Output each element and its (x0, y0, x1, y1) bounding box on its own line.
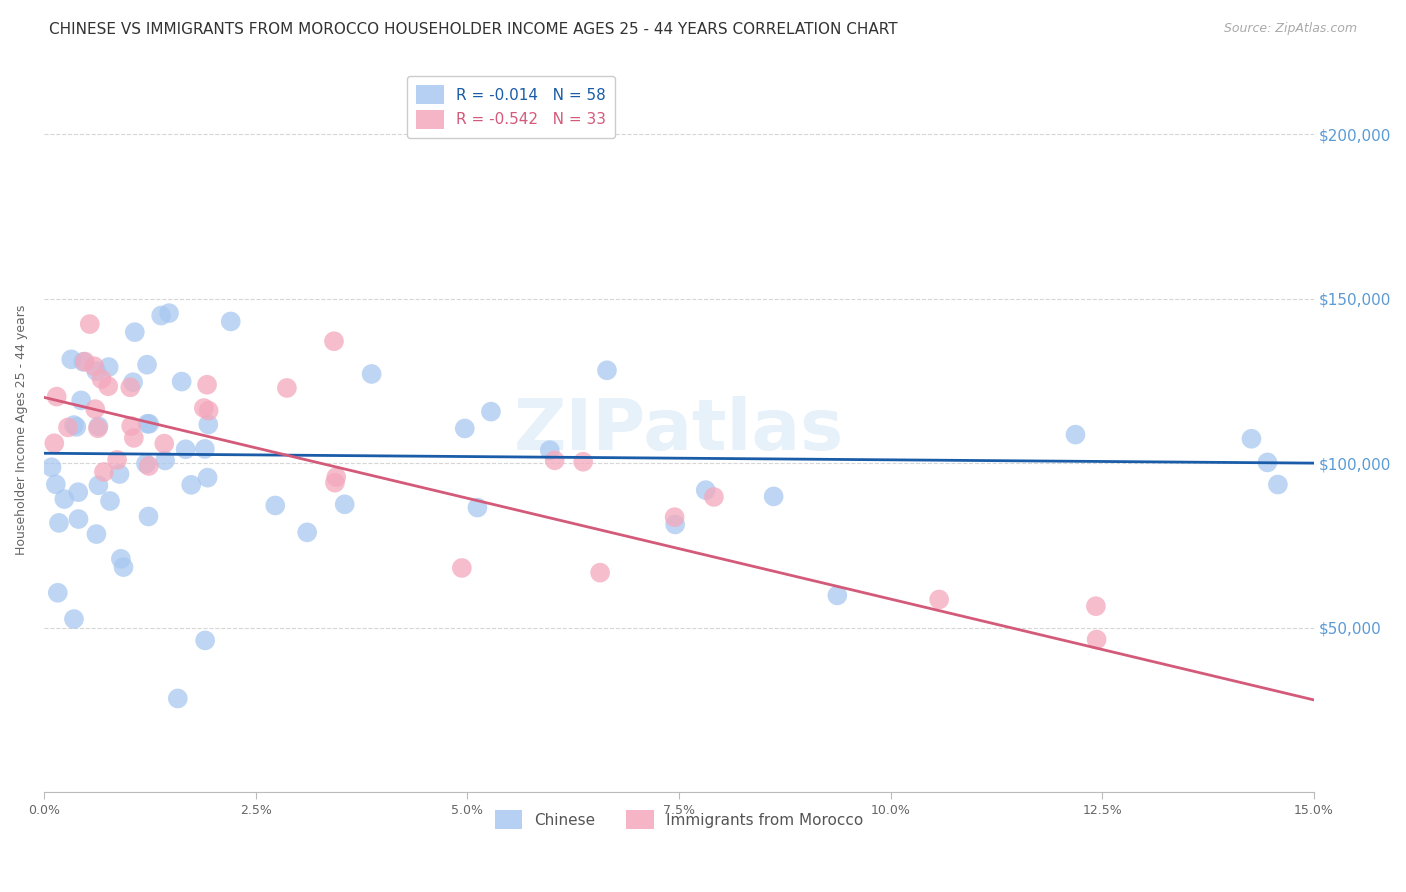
Point (93, 465, 115, 479)
Point (110, 551, 132, 566)
Point (105, 453, 128, 467)
Point (90, 372, 112, 386)
Point (193, 401, 215, 415)
Point (451, 561, 474, 575)
Point (572, 455, 595, 469)
Point (120, 380, 142, 394)
Point (63, 612, 86, 626)
Point (180, 478, 202, 492)
Point (135, 457, 157, 471)
Point (762, 490, 785, 504)
Point (70, 393, 93, 408)
Point (84, 402, 107, 417)
Point (197, 403, 219, 417)
Point (197, 417, 219, 432)
Point (360, 367, 382, 381)
Point (53, 491, 76, 506)
Point (194, 442, 217, 456)
Point (63, 418, 86, 433)
Point (67, 485, 90, 500)
Point (454, 421, 477, 435)
Point (45, 477, 67, 491)
Point (73, 354, 96, 368)
Point (703, 490, 725, 504)
Point (323, 334, 346, 349)
Point (543, 453, 565, 467)
Point (323, 475, 346, 490)
Point (1256, 455, 1278, 469)
Point (86, 527, 108, 541)
Point (67, 512, 90, 526)
Point (325, 470, 347, 484)
Point (170, 375, 193, 389)
Point (56, 420, 79, 434)
Legend: Chinese, Immigrants from Morocco: Chinese, Immigrants from Morocco (488, 804, 869, 835)
Point (87, 478, 110, 492)
Point (79, 317, 101, 331)
Point (596, 363, 619, 377)
Point (122, 431, 145, 445)
Point (48, 516, 70, 530)
Point (157, 306, 180, 320)
Point (138, 458, 160, 473)
Point (197, 470, 219, 484)
Point (83, 359, 105, 374)
Point (153, 453, 176, 467)
Point (295, 525, 318, 540)
Point (1085, 632, 1108, 647)
Point (276, 381, 298, 395)
Y-axis label: Householder Income Ages 25 - 44 years: Householder Income Ages 25 - 44 years (15, 305, 28, 556)
Point (174, 442, 197, 457)
Point (664, 510, 686, 524)
Point (138, 417, 160, 431)
Point (122, 375, 145, 389)
Text: CHINESE VS IMMIGRANTS FROM MOROCCO HOUSEHOLDER INCOME AGES 25 - 44 YEARS CORRELA: CHINESE VS IMMIGRANTS FROM MOROCCO HOUSE… (49, 22, 898, 37)
Point (60, 352, 83, 367)
Point (98, 494, 121, 508)
Point (1064, 427, 1087, 442)
Point (138, 509, 160, 524)
Point (194, 633, 217, 648)
Point (150, 309, 173, 323)
Text: ZIPatlas: ZIPatlas (513, 396, 844, 465)
Point (97, 360, 120, 375)
Point (219, 314, 242, 328)
Point (695, 483, 717, 497)
Point (124, 325, 146, 339)
Point (45, 390, 67, 404)
Point (112, 560, 135, 574)
Point (65, 420, 87, 434)
Point (1084, 599, 1107, 614)
Point (44, 436, 66, 450)
Point (87, 421, 110, 435)
Point (928, 592, 950, 607)
Point (46, 586, 69, 600)
Point (84, 364, 107, 378)
Point (589, 566, 612, 580)
Point (97, 379, 120, 393)
Point (72, 355, 94, 369)
Point (195, 377, 218, 392)
Text: Source: ZipAtlas.com: Source: ZipAtlas.com (1223, 22, 1357, 36)
Point (538, 443, 561, 458)
Point (41, 460, 63, 475)
Point (1267, 477, 1289, 491)
Point (664, 517, 686, 532)
Point (136, 417, 159, 431)
Point (136, 358, 159, 372)
Point (264, 499, 287, 513)
Point (1240, 432, 1263, 446)
Point (827, 588, 849, 602)
Point (479, 404, 502, 418)
Point (467, 500, 489, 515)
Point (166, 691, 188, 706)
Point (153, 436, 176, 450)
Point (108, 467, 131, 481)
Point (120, 419, 142, 434)
Point (333, 497, 356, 511)
Point (87, 419, 110, 434)
